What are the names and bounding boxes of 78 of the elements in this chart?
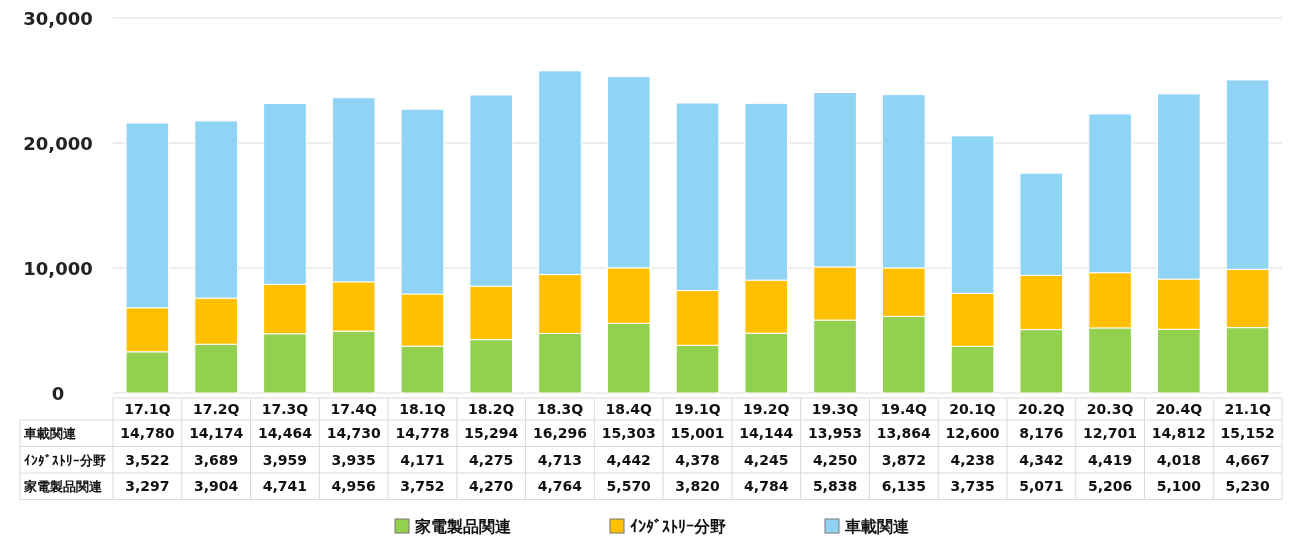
data-label: 5,071 [1019, 478, 1064, 495]
data-label: 4,238 [950, 451, 995, 468]
data-label: 14,144 [739, 425, 794, 442]
data-label: 12,701 [1083, 425, 1138, 442]
data-label: 4,667 [1225, 451, 1270, 468]
data-label: 5,838 [812, 478, 858, 495]
text: ｲﾝﾀﾞｽﾄﾘｰ分野 [24, 452, 106, 468]
data-label: 4,764 [537, 478, 583, 495]
data-label: 14,778 [395, 425, 450, 442]
data-label: 14,174 [189, 425, 244, 442]
data-label: 15,303 [601, 425, 656, 442]
data-label: 4,442 [606, 451, 651, 468]
data-label: 4,419 [1087, 451, 1133, 468]
data-label: 4,378 [675, 451, 720, 468]
data-label: 14,464 [257, 425, 313, 442]
data-label: 4,275 [469, 451, 514, 468]
data-label: 12,600 [945, 425, 1000, 442]
data-label: 4,245 [744, 451, 789, 468]
x-tick-label: 18.1Q [399, 401, 446, 417]
data-label: 13,864 [876, 425, 932, 442]
data-label: 6,135 [881, 478, 926, 495]
y-tick-label: 10,000 [23, 258, 93, 279]
data-label: 3,297 [125, 478, 170, 495]
data-label: 16,296 [532, 425, 587, 442]
data-label: 5,206 [1087, 478, 1133, 495]
data-label: 14,730 [326, 425, 381, 442]
x-tick-label: 18.3Q [536, 401, 584, 417]
data-label: 8,176 [1019, 425, 1064, 442]
data-label: 3,522 [125, 451, 170, 468]
x-tick-label: 17.3Q [261, 401, 309, 417]
x-tick-label: 19.2Q [743, 401, 790, 417]
data-label: 4,270 [469, 478, 514, 495]
data-label: 3,689 [194, 451, 239, 468]
data-label: 5,100 [1156, 478, 1202, 495]
data-label: 3,752 [400, 478, 445, 495]
x-tick-label: 20.3Q [1086, 401, 1134, 417]
data-label: 15,001 [670, 425, 725, 442]
x-tick-label: 17.4Q [330, 401, 377, 417]
data-label: 4,713 [537, 451, 583, 468]
data-label: 15,294 [464, 425, 519, 442]
y-tick-label: 0 [51, 383, 65, 404]
data-label: 4,741 [262, 478, 308, 495]
data-label: 13,953 [808, 425, 863, 442]
data-label: 3,959 [262, 451, 308, 468]
x-tick-label: 19.3Q [811, 401, 859, 417]
data-label: 4,342 [1019, 451, 1064, 468]
data-label: 3,904 [194, 478, 239, 495]
data-label: 3,872 [881, 451, 926, 468]
data-label: 14,812 [1151, 425, 1206, 442]
data-label: 5,570 [606, 478, 652, 495]
x-tick-label: 18.2Q [467, 401, 515, 417]
data-label: 3,935 [331, 451, 376, 468]
data-label: 4,018 [1156, 451, 1201, 468]
data-label: 4,784 [744, 478, 789, 495]
text: 車載関連 [24, 426, 76, 442]
data-label: 3,820 [675, 478, 720, 495]
data-label: 3,735 [950, 478, 995, 495]
data-label: 14,780 [120, 425, 175, 442]
y-tick-label: 30,000 [23, 8, 93, 29]
x-tick-label: 20.1Q [949, 401, 996, 417]
x-tick-label: 19.1Q [674, 401, 721, 417]
legend-label: ｲﾝﾀﾞｽﾄﾘｰ分野 [630, 517, 726, 536]
data-label: 4,250 [812, 451, 858, 468]
legend-label: 家電製品関連 [414, 517, 511, 536]
x-tick-label: 18.4Q [605, 401, 653, 417]
x-tick-label: 20.4Q [1155, 401, 1203, 417]
x-tick-label: 17.2Q [192, 401, 240, 417]
x-tick-label: 17.1Q [124, 401, 171, 417]
data-label: 4,956 [331, 478, 376, 495]
y-tick-label: 20,000 [23, 133, 93, 154]
data-label: 5,230 [1225, 478, 1271, 495]
data-label: 4,171 [400, 451, 445, 468]
legend-label: 車載関連 [844, 517, 909, 536]
x-tick-label: 21.1Q [1224, 401, 1271, 417]
text: 家電製品関連 [24, 479, 102, 495]
x-tick-label: 20.2Q [1018, 401, 1065, 417]
x-tick-label: 19.4Q [880, 401, 928, 417]
data-label: 15,152 [1220, 425, 1275, 442]
